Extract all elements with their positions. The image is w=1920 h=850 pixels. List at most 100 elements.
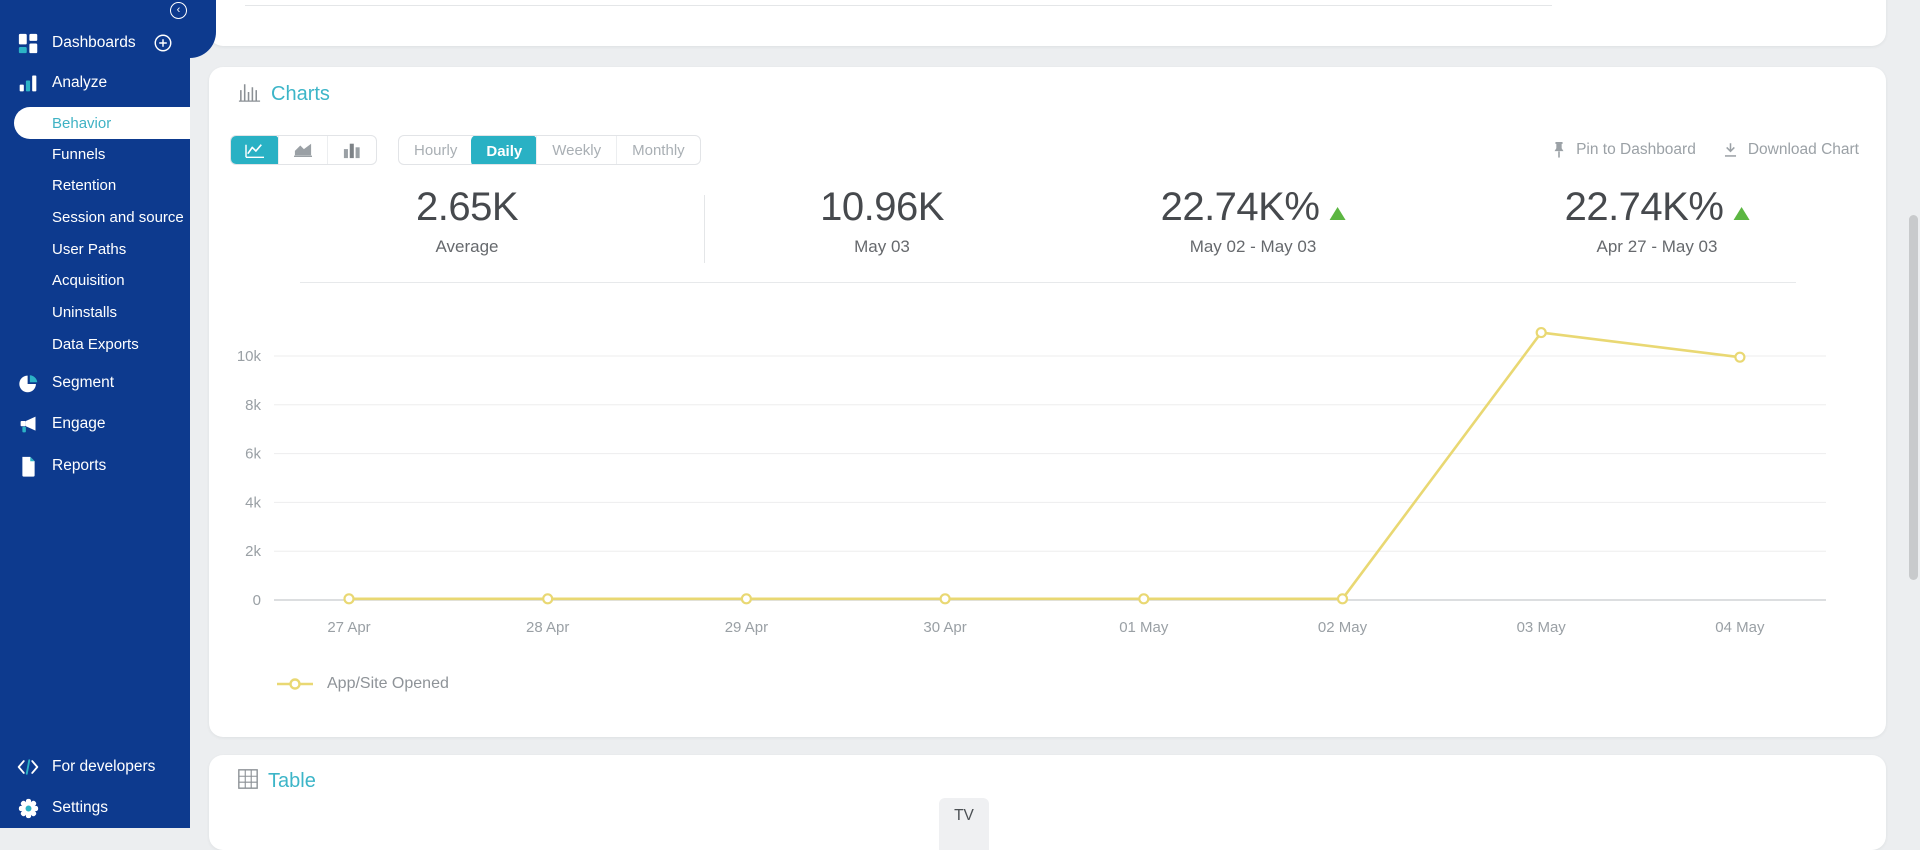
- y-tick-label: 10k: [237, 348, 262, 365]
- document-icon: [16, 454, 40, 478]
- tab-tv[interactable]: TV: [939, 798, 989, 850]
- sidebar-item-engage[interactable]: Engage: [0, 410, 190, 438]
- stat-value: 22.74K%: [1565, 185, 1724, 229]
- code-icon: [16, 755, 40, 779]
- chevron-left-icon: ‹: [177, 5, 181, 16]
- granularity-label: Daily: [486, 143, 522, 160]
- stat-value: 2.65K: [416, 185, 518, 230]
- granularity-label: Monthly: [632, 142, 685, 159]
- plus-circle-icon: [154, 34, 172, 52]
- pin-icon: [1551, 141, 1567, 159]
- sidebar-item-label: Session and source: [52, 209, 184, 226]
- granularity-weekly-button[interactable]: Weekly: [536, 136, 616, 164]
- sidebar-item-behavior[interactable]: Behavior: [14, 107, 190, 139]
- stat-average: 2.65K Average: [416, 185, 518, 257]
- chart-marker[interactable]: [1338, 594, 1347, 603]
- legend-item[interactable]: App/Site Opened: [275, 675, 490, 693]
- y-tick-label: 8k: [245, 397, 261, 414]
- stat-change-range: 22.74K% Apr 27 - May 03: [1565, 185, 1750, 257]
- stat-label: Apr 27 - May 03: [1565, 237, 1750, 257]
- sidebar-item-reports[interactable]: Reports: [0, 452, 190, 480]
- y-tick-label: 4k: [245, 494, 261, 511]
- granularity-group: Hourly Daily Weekly Monthly: [398, 135, 701, 165]
- x-tick-label: 29 Apr: [725, 619, 768, 636]
- sidebar-item-label: Acquisition: [52, 272, 125, 289]
- pin-to-dashboard-button[interactable]: Pin to Dashboard: [1551, 141, 1696, 159]
- charts-icon: [237, 80, 262, 109]
- x-tick-label: 30 Apr: [923, 619, 966, 636]
- table-card: Table TV: [209, 755, 1886, 850]
- scrollbar-thumb[interactable]: [1909, 215, 1918, 580]
- granularity-monthly-button[interactable]: Monthly: [616, 136, 700, 164]
- sidebar-item-data-exports[interactable]: Data Exports: [0, 329, 190, 359]
- chart-marker[interactable]: [1537, 328, 1546, 337]
- table-icon: [237, 768, 259, 795]
- sidebar-item-label: For developers: [52, 758, 155, 776]
- charts-card: Charts: [209, 67, 1886, 737]
- tab-label: TV: [954, 807, 974, 850]
- trend-up-icon: [1733, 207, 1749, 220]
- granularity-label: Weekly: [552, 142, 601, 159]
- chart-marker[interactable]: [543, 594, 552, 603]
- sidebar-item-label: Funnels: [52, 146, 105, 163]
- sidebar-item-label: Settings: [52, 799, 108, 817]
- sidebar-item-retention[interactable]: Retention: [0, 170, 190, 200]
- chart-marker[interactable]: [1139, 594, 1148, 603]
- sidebar-item-session-and-source[interactable]: Session and source: [0, 202, 190, 232]
- x-tick-label: 03 May: [1517, 619, 1567, 636]
- chart-marker[interactable]: [941, 594, 950, 603]
- sidebar-item-label: Dashboards: [52, 34, 136, 52]
- granularity-daily-button[interactable]: Daily: [471, 135, 537, 165]
- chart-marker[interactable]: [345, 594, 354, 603]
- trend-up-icon: [1329, 207, 1345, 220]
- chart-marker[interactable]: [742, 594, 751, 603]
- sidebar-item-label: Reports: [52, 457, 106, 475]
- granularity-hourly-button[interactable]: Hourly: [399, 136, 472, 164]
- main-content: Charts: [190, 0, 1920, 828]
- y-tick-label: 0: [253, 592, 261, 609]
- download-label: Download Chart: [1748, 141, 1859, 159]
- sidebar-item-analyze[interactable]: Analyze: [0, 69, 190, 97]
- section-divider: [245, 5, 1552, 6]
- stat-label: May 03: [820, 237, 944, 257]
- sidebar-item-label: Uninstalls: [52, 304, 117, 321]
- legend-marker-icon: [275, 677, 315, 691]
- sidebar-item-dashboards[interactable]: Dashboards: [0, 29, 190, 57]
- sidebar: Dashboards Analyze Behavior Funnels Rete…: [0, 0, 190, 828]
- bar-chart-icon: [342, 141, 362, 159]
- stat-label: Average: [416, 237, 518, 257]
- chart-line: [349, 333, 1740, 599]
- stat-value: 10.96K: [820, 185, 944, 230]
- chart-type-area-button[interactable]: [278, 136, 327, 164]
- sidebar-collapse-button[interactable]: ‹: [170, 2, 187, 19]
- sidebar-item-segment[interactable]: Segment: [0, 369, 190, 397]
- download-chart-button[interactable]: Download Chart: [1722, 141, 1859, 159]
- sidebar-item-label: Data Exports: [52, 336, 139, 353]
- sidebar-item-label: Segment: [52, 374, 114, 392]
- sidebar-item-settings[interactable]: Settings: [0, 794, 190, 822]
- sidebar-item-label: Retention: [52, 177, 116, 194]
- sidebar-item-user-paths[interactable]: User Paths: [0, 234, 190, 264]
- y-tick-label: 2k: [245, 543, 261, 560]
- x-tick-label: 02 May: [1318, 619, 1368, 636]
- chart-type-bar-button[interactable]: [327, 136, 376, 164]
- dashboards-grid-icon: [16, 31, 40, 55]
- legend-label: App/Site Opened: [327, 675, 449, 693]
- stat-change-day: 22.74K% May 02 - May 03: [1161, 185, 1346, 257]
- stat-value: 22.74K%: [1161, 185, 1320, 229]
- sidebar-item-label: Analyze: [52, 74, 107, 92]
- sidebar-item-acquisition[interactable]: Acquisition: [0, 265, 190, 295]
- sidebar-item-for-developers[interactable]: For developers: [0, 753, 190, 781]
- table-section-title: Table: [268, 770, 316, 793]
- sidebar-item-uninstalls[interactable]: Uninstalls: [0, 297, 190, 327]
- analyze-bars-icon: [16, 71, 40, 95]
- add-dashboard-button[interactable]: [154, 34, 172, 52]
- x-tick-label: 27 Apr: [327, 619, 370, 636]
- chart-marker[interactable]: [1735, 353, 1744, 362]
- x-tick-label: 04 May: [1715, 619, 1765, 636]
- sidebar-item-funnels[interactable]: Funnels: [0, 139, 190, 169]
- previous-section-card: [209, 0, 1886, 46]
- area-chart-icon: [292, 141, 314, 159]
- chart-type-line-button[interactable]: [230, 135, 279, 165]
